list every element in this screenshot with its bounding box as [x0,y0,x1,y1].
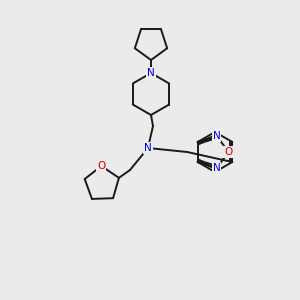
Text: N: N [144,143,152,153]
Text: O: O [97,161,106,171]
Text: O: O [224,147,232,157]
Text: N: N [213,163,220,173]
Text: N: N [147,68,155,78]
Text: N: N [213,131,220,141]
